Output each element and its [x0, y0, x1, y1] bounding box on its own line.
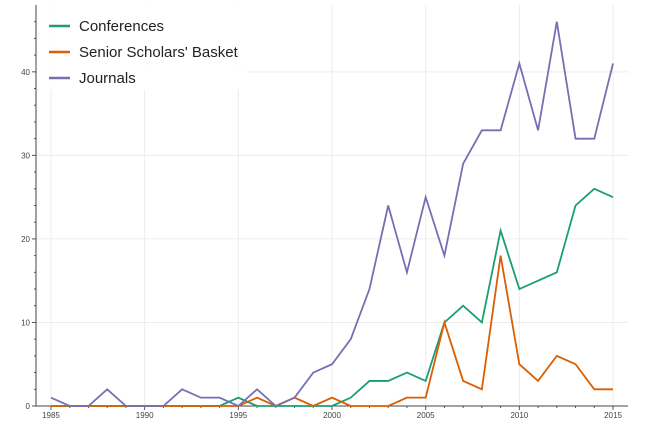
series-lines — [50, 21, 614, 408]
x-tick-label: 2010 — [510, 411, 528, 420]
legend: Conferences Senior Scholars' Basket Journa… — [37, 6, 247, 90]
legend-box — [37, 6, 247, 90]
y-tick-label: 0 — [26, 402, 31, 411]
y-tick-label: 20 — [21, 235, 30, 244]
x-tick-label: 1985 — [42, 411, 60, 420]
legend-label: Senior Scholars' Basket — [79, 44, 239, 61]
legend-label: Conferences — [79, 18, 164, 35]
x-tick-label: 1990 — [136, 411, 154, 420]
y-tick-label: 40 — [21, 68, 30, 77]
x-tick-label: 1995 — [229, 411, 247, 420]
x-tick-label: 2000 — [323, 411, 341, 420]
y-tick-label: 30 — [21, 151, 30, 160]
legend-label: Journals — [79, 70, 136, 87]
x-tick-label: 2015 — [604, 411, 622, 420]
series-line-2 — [50, 21, 614, 408]
y-tick-label: 10 — [21, 318, 30, 327]
x-tick-label: 2005 — [417, 411, 435, 420]
